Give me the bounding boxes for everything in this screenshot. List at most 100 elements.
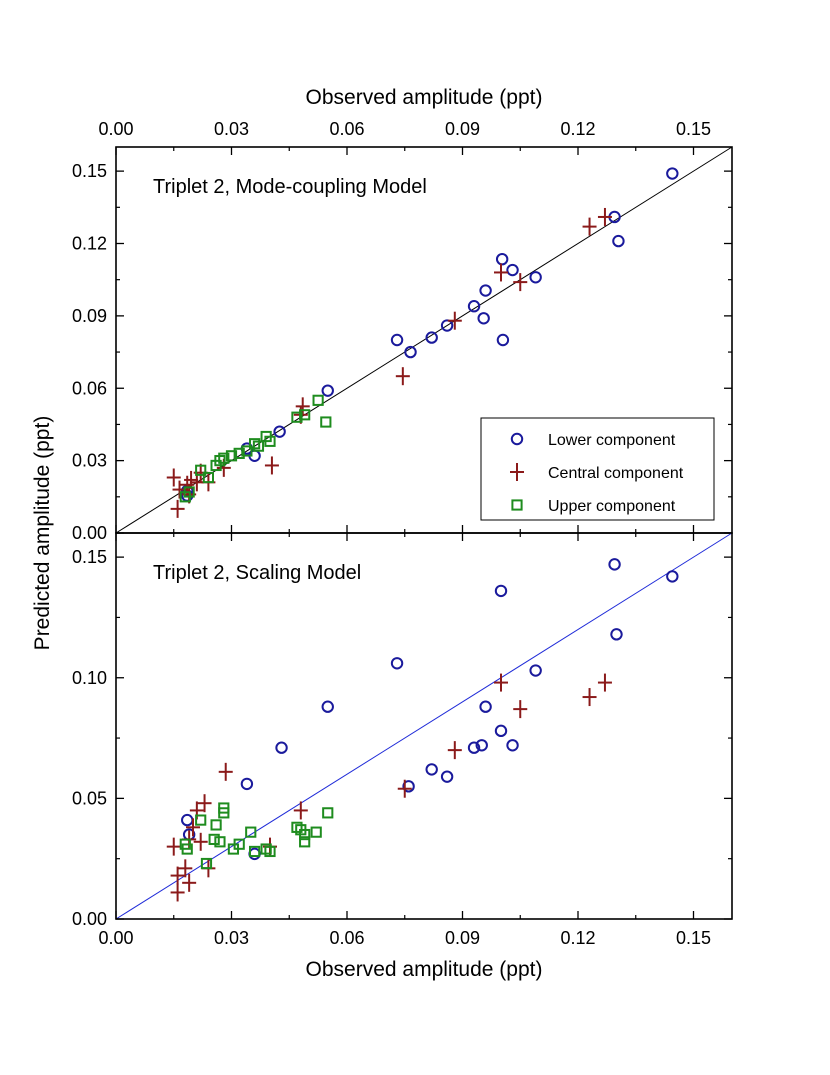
data-point	[181, 813, 194, 827]
data-point	[264, 456, 279, 475]
y-tick-label: 0.00	[72, 909, 107, 929]
data-point	[166, 837, 181, 856]
axis-titles: Observed amplitude (ppt) Observed amplit…	[31, 86, 542, 981]
data-point	[295, 397, 310, 416]
data-point	[218, 807, 230, 819]
data-point	[582, 688, 597, 707]
data-point	[425, 763, 438, 776]
data-point	[513, 273, 528, 292]
data-point	[170, 866, 185, 885]
data-point	[402, 780, 415, 793]
data-point	[506, 739, 519, 752]
data-point	[597, 673, 612, 692]
data-point	[170, 499, 185, 518]
data-point	[397, 779, 412, 798]
data-point	[477, 312, 490, 325]
x-tick-label: 0.12	[560, 928, 595, 948]
series-square	[179, 394, 332, 503]
data-point	[170, 883, 185, 902]
data-point	[479, 284, 492, 297]
top-panel: 0.00 0.03 0.06 0.09 0.12 0.15 0.00 0.03 0.06 0.09…	[72, 119, 733, 543]
y-tick-label: 0.15	[72, 547, 107, 567]
bottom-x-axis-title: Observed amplitude (ppt)	[306, 958, 543, 981]
data-point	[395, 367, 410, 386]
data-point	[390, 657, 404, 670]
data-point	[404, 345, 417, 359]
data-point	[240, 777, 254, 791]
top-x-axis-title: Observed amplitude (ppt)	[306, 86, 543, 109]
data-point	[218, 452, 230, 464]
series-square	[179, 802, 334, 870]
panel-title: Triplet 2, Mode-coupling Model	[153, 176, 427, 198]
data-point	[467, 741, 481, 754]
data-point	[200, 857, 213, 870]
data-point	[195, 464, 207, 476]
data-point	[440, 770, 454, 783]
y-tick-label: 0.06	[72, 378, 107, 398]
data-point	[447, 311, 462, 330]
data-point	[494, 584, 508, 598]
data-point	[610, 628, 623, 641]
data-point	[214, 836, 226, 848]
data-point	[184, 470, 199, 489]
series-circle	[181, 558, 679, 861]
data-point	[440, 319, 454, 332]
data-point	[494, 724, 508, 738]
data-point	[225, 450, 238, 462]
data-point	[321, 384, 334, 397]
data-point	[197, 794, 212, 813]
legend-label: Lower component	[548, 432, 676, 449]
data-point	[299, 409, 311, 421]
data-point	[299, 828, 311, 841]
legend-label: Upper component	[548, 498, 676, 515]
data-point	[496, 333, 510, 347]
data-point	[513, 700, 528, 719]
data-point	[612, 234, 625, 248]
y-tick-label: 0.09	[72, 306, 107, 326]
data-point	[666, 570, 679, 583]
x-tick-label: 0.15	[676, 928, 711, 948]
x-tick-label-top: 0.15	[676, 119, 711, 139]
data-point	[264, 435, 276, 447]
data-point	[166, 468, 181, 487]
series-plus	[166, 673, 612, 902]
data-point	[322, 807, 334, 819]
data-point	[245, 826, 257, 838]
data-point	[529, 271, 542, 284]
data-point	[195, 814, 207, 826]
x-tick-label-top: 0.06	[329, 119, 364, 139]
data-point	[467, 300, 481, 313]
y-tick-label: 0.03	[72, 451, 107, 471]
data-point	[291, 411, 303, 423]
data-point	[273, 425, 286, 438]
legend-marker	[510, 463, 524, 481]
data-point	[666, 167, 679, 180]
data-point	[608, 558, 621, 571]
data-point	[321, 700, 334, 713]
data-point	[475, 739, 488, 752]
data-point	[506, 263, 519, 277]
data-point	[202, 471, 215, 484]
x-tick-label: 0.03	[214, 928, 249, 948]
y-tick-label: 0.12	[72, 234, 107, 254]
x-tick-label-top: 0.12	[560, 119, 595, 139]
y-tick-label: 0.10	[72, 668, 107, 688]
data-point	[597, 207, 612, 226]
data-point	[293, 801, 308, 820]
data-point	[494, 263, 508, 282]
data-point	[241, 445, 253, 457]
y-tick-label: 0.15	[72, 161, 107, 181]
data-point	[249, 845, 261, 858]
data-point	[182, 873, 197, 892]
data-point	[218, 762, 233, 781]
data-point	[264, 845, 276, 858]
data-point	[529, 664, 542, 677]
data-point	[193, 832, 208, 851]
data-point	[275, 741, 288, 754]
data-point	[494, 673, 508, 692]
x-tick-label: 0.09	[445, 928, 480, 948]
data-point	[312, 394, 324, 406]
plot-frame	[115, 532, 733, 920]
data-point	[390, 333, 404, 347]
